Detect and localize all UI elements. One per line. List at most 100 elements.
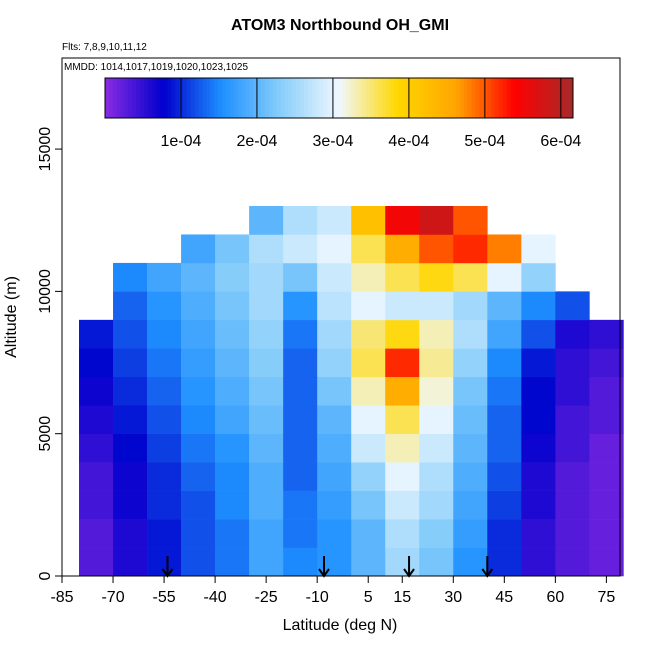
heat-cell <box>317 376 352 406</box>
x-tick-label: 15 <box>393 589 411 606</box>
heat-cell <box>249 490 284 520</box>
heat-cell <box>521 262 556 292</box>
heat-cell <box>351 348 386 378</box>
heat-cell <box>249 206 284 235</box>
heat-cell <box>317 405 352 434</box>
heat-cell <box>317 547 352 577</box>
heat-cell <box>79 376 114 406</box>
colorbar-swatch <box>276 78 281 118</box>
colorbar-frame <box>104 77 574 119</box>
heat-cell <box>113 348 148 378</box>
colorbar-swatch <box>296 78 301 118</box>
heat-cell <box>521 547 556 577</box>
heat-cell <box>487 319 522 349</box>
flight-arrow <box>403 556 415 578</box>
heat-cell <box>589 376 624 406</box>
colorbar-swatch <box>253 78 258 118</box>
colorbar-swatch <box>537 78 543 118</box>
colorbar-swatch <box>167 78 172 118</box>
heat-cell <box>419 433 454 463</box>
heat-cell <box>79 490 114 520</box>
heat-cell <box>487 405 522 434</box>
heat-cell <box>317 319 352 349</box>
heat-cell <box>79 433 114 463</box>
heat-cell <box>113 319 148 349</box>
colorbar-swatch <box>354 78 359 118</box>
heat-cell <box>215 519 250 548</box>
heat-cell <box>385 462 420 491</box>
heat-cell <box>487 490 522 520</box>
heat-cell <box>79 462 114 491</box>
heat-cell <box>385 490 420 520</box>
heat-cell <box>453 462 488 491</box>
heat-cell <box>555 348 590 378</box>
heat-cell <box>521 433 556 463</box>
colorbar-swatch <box>444 78 449 118</box>
heat-cell <box>487 433 522 463</box>
heat-cell <box>351 433 386 463</box>
colorbar-swatch <box>144 78 149 118</box>
heat-cell <box>555 433 590 463</box>
heat-cell <box>113 490 148 520</box>
colorbar-swatch <box>553 78 558 118</box>
colorbar-swatch <box>393 78 398 118</box>
heat-cell <box>351 519 386 548</box>
colorbar-swatch <box>280 78 285 118</box>
colorbar-swatch <box>346 78 352 118</box>
x-tick-label: -10 <box>306 589 329 606</box>
heat-cell <box>317 291 352 321</box>
colorbar-swatch <box>456 78 461 118</box>
heat-cell <box>487 519 522 548</box>
colorbar-swatch <box>257 78 262 118</box>
heat-cell <box>181 405 216 434</box>
colorbar-swatch <box>155 78 161 118</box>
colorbar-swatch <box>140 78 145 118</box>
heat-cell <box>385 262 420 292</box>
heat-cell <box>317 348 352 378</box>
colorbar-swatch <box>448 78 453 118</box>
heat-cell <box>317 234 352 264</box>
colorbar-swatch <box>471 78 476 118</box>
colorbar-swatch <box>362 78 367 118</box>
heat-cell <box>555 376 590 406</box>
colorbar-swatch <box>545 78 551 118</box>
heat-cell <box>385 547 420 577</box>
plot-frame <box>61 57 621 577</box>
heat-cell <box>215 490 250 520</box>
colorbar-swatch <box>459 78 465 118</box>
heat-cell <box>419 291 454 321</box>
heat-cell <box>283 376 318 406</box>
heat-cell <box>79 547 114 577</box>
colorbar-swatch <box>514 78 519 118</box>
heat-cell <box>453 291 488 321</box>
colorbar-swatch <box>366 78 371 118</box>
heat-cell <box>419 547 454 577</box>
heat-cell <box>521 234 556 264</box>
heat-cell <box>555 405 590 434</box>
heat-cell <box>249 234 284 264</box>
colorbar-swatch <box>249 78 254 118</box>
colorbar-swatch <box>502 78 508 118</box>
colorbar-swatch <box>120 78 125 118</box>
heat-cell <box>215 462 250 491</box>
heat-cell <box>181 234 216 264</box>
colorbar-swatch <box>413 78 418 118</box>
colorbar-swatch <box>440 78 445 118</box>
colorbar-swatch <box>335 78 340 118</box>
heat-cell <box>521 462 556 491</box>
heat-cell <box>215 405 250 434</box>
heat-cell <box>147 519 182 548</box>
heat-cell <box>283 348 318 378</box>
heat-cell <box>317 519 352 548</box>
colorbar-swatch <box>300 78 305 118</box>
colorbar-swatch <box>218 78 223 118</box>
heat-cell <box>589 490 624 520</box>
colorbar-swatch <box>389 78 395 118</box>
colorbar-swatch <box>498 78 504 118</box>
heat-cell <box>215 319 250 349</box>
colorbar-swatch <box>284 78 289 118</box>
colorbar-swatch <box>378 78 383 118</box>
colorbar-swatch <box>198 78 203 118</box>
heat-cell <box>113 519 148 548</box>
heat-cell <box>453 319 488 349</box>
